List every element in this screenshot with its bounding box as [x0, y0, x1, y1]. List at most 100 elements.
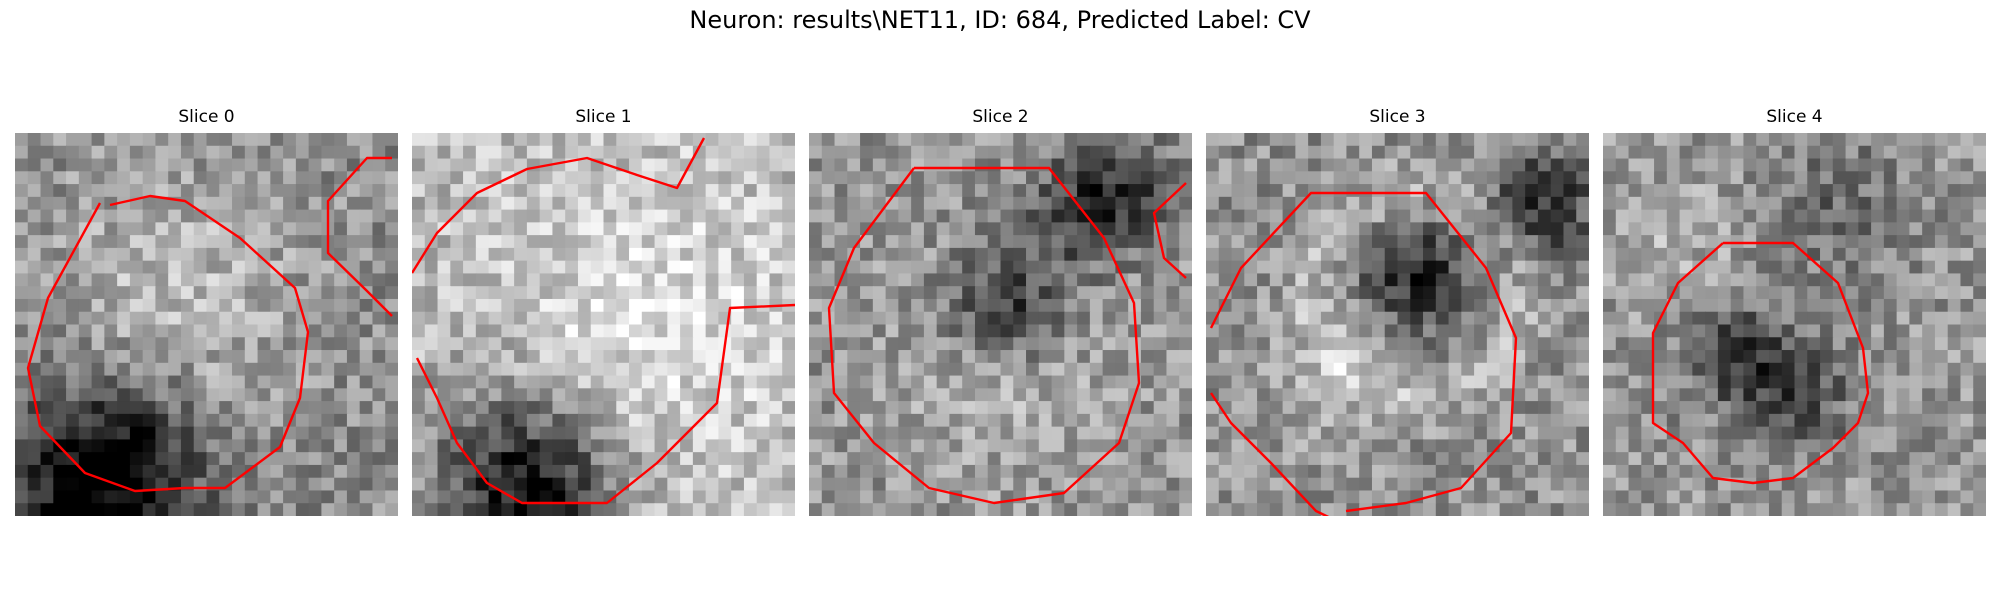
pixel	[1077, 247, 1091, 262]
pixel	[180, 362, 195, 377]
pixel	[1576, 477, 1589, 492]
pixel	[756, 133, 771, 147]
pixel	[872, 375, 887, 389]
pixel	[603, 222, 617, 236]
pixel	[1807, 133, 1821, 147]
pixel	[244, 375, 259, 389]
pixel	[885, 145, 899, 160]
pixel	[1448, 311, 1462, 326]
pixel	[654, 209, 668, 223]
pixel	[359, 260, 374, 275]
pixel	[117, 184, 131, 198]
pixel	[1115, 477, 1129, 492]
pixel	[1563, 145, 1577, 160]
pixel	[1153, 171, 1168, 185]
pixel	[1628, 503, 1642, 516]
pixel	[1883, 286, 1898, 300]
pixel	[1705, 503, 1719, 516]
pixel	[412, 260, 426, 275]
pixel	[1934, 452, 1949, 466]
pixel	[168, 324, 182, 338]
pixel	[1960, 311, 1974, 326]
pixel	[1628, 158, 1642, 172]
pixel	[1563, 311, 1577, 326]
pixel	[809, 222, 823, 236]
pixel	[295, 388, 310, 402]
pixel	[565, 145, 579, 160]
pixel	[1628, 401, 1642, 415]
pixel	[232, 362, 246, 377]
pixel	[1346, 350, 1360, 364]
pixel	[911, 184, 925, 198]
pixel	[1244, 209, 1258, 223]
pixel	[372, 464, 386, 479]
pixel	[1922, 158, 1936, 172]
pixel	[514, 145, 528, 160]
pixel	[1371, 439, 1386, 453]
pixel	[1947, 324, 1962, 338]
pixel	[1026, 413, 1040, 428]
pixel	[1206, 413, 1220, 428]
pixel	[385, 235, 398, 249]
pixel	[1308, 388, 1322, 402]
pixel	[270, 350, 284, 364]
pixel	[1038, 350, 1053, 364]
pixel	[359, 209, 374, 223]
pixel	[1244, 273, 1258, 287]
pixel	[1013, 477, 1027, 492]
pixel	[603, 171, 617, 185]
pixel	[40, 477, 54, 492]
pixel	[180, 401, 195, 415]
pixel	[718, 235, 732, 249]
pixel	[1474, 490, 1488, 504]
pixel	[552, 184, 566, 198]
pixel	[1359, 401, 1373, 415]
pixel	[295, 413, 310, 428]
pixel	[232, 375, 246, 389]
pixel	[1089, 426, 1104, 440]
pixel	[475, 145, 490, 160]
pixel	[1218, 171, 1233, 185]
pixel	[412, 286, 426, 300]
pixel	[590, 350, 605, 364]
pixel	[1064, 490, 1078, 504]
pixel	[180, 426, 195, 440]
pixel	[936, 235, 951, 249]
pixel	[885, 362, 899, 377]
pixel	[692, 145, 707, 160]
pixel	[1077, 401, 1091, 415]
pixel	[577, 311, 592, 326]
pixel	[1666, 375, 1681, 389]
pixel	[1128, 222, 1142, 236]
pixel	[1679, 235, 1693, 249]
pixel	[1038, 452, 1053, 466]
pixel	[180, 311, 195, 326]
pixel	[1013, 388, 1027, 402]
pixel	[1397, 324, 1411, 338]
pixel	[437, 247, 451, 262]
pixel	[1346, 337, 1360, 351]
pixel	[1947, 260, 1962, 275]
pixel	[1064, 503, 1078, 516]
pixel	[1705, 477, 1719, 492]
pixel	[1153, 158, 1168, 172]
pixel	[283, 503, 297, 516]
pixel	[565, 311, 579, 326]
pixel	[552, 324, 566, 338]
pixel	[692, 158, 707, 172]
pixel	[142, 222, 157, 236]
pixel	[27, 477, 42, 492]
pixel	[321, 260, 335, 275]
pixel	[590, 464, 605, 479]
pixel	[1153, 426, 1168, 440]
pixel	[1089, 171, 1104, 185]
pixel	[1641, 388, 1655, 402]
pixel	[1371, 490, 1386, 504]
pixel	[359, 375, 374, 389]
pixel	[1051, 298, 1065, 313]
pixel	[1000, 171, 1014, 185]
pixel	[1384, 426, 1399, 440]
pixel	[1820, 439, 1834, 453]
pixel	[1423, 247, 1437, 262]
pixel	[936, 350, 951, 364]
